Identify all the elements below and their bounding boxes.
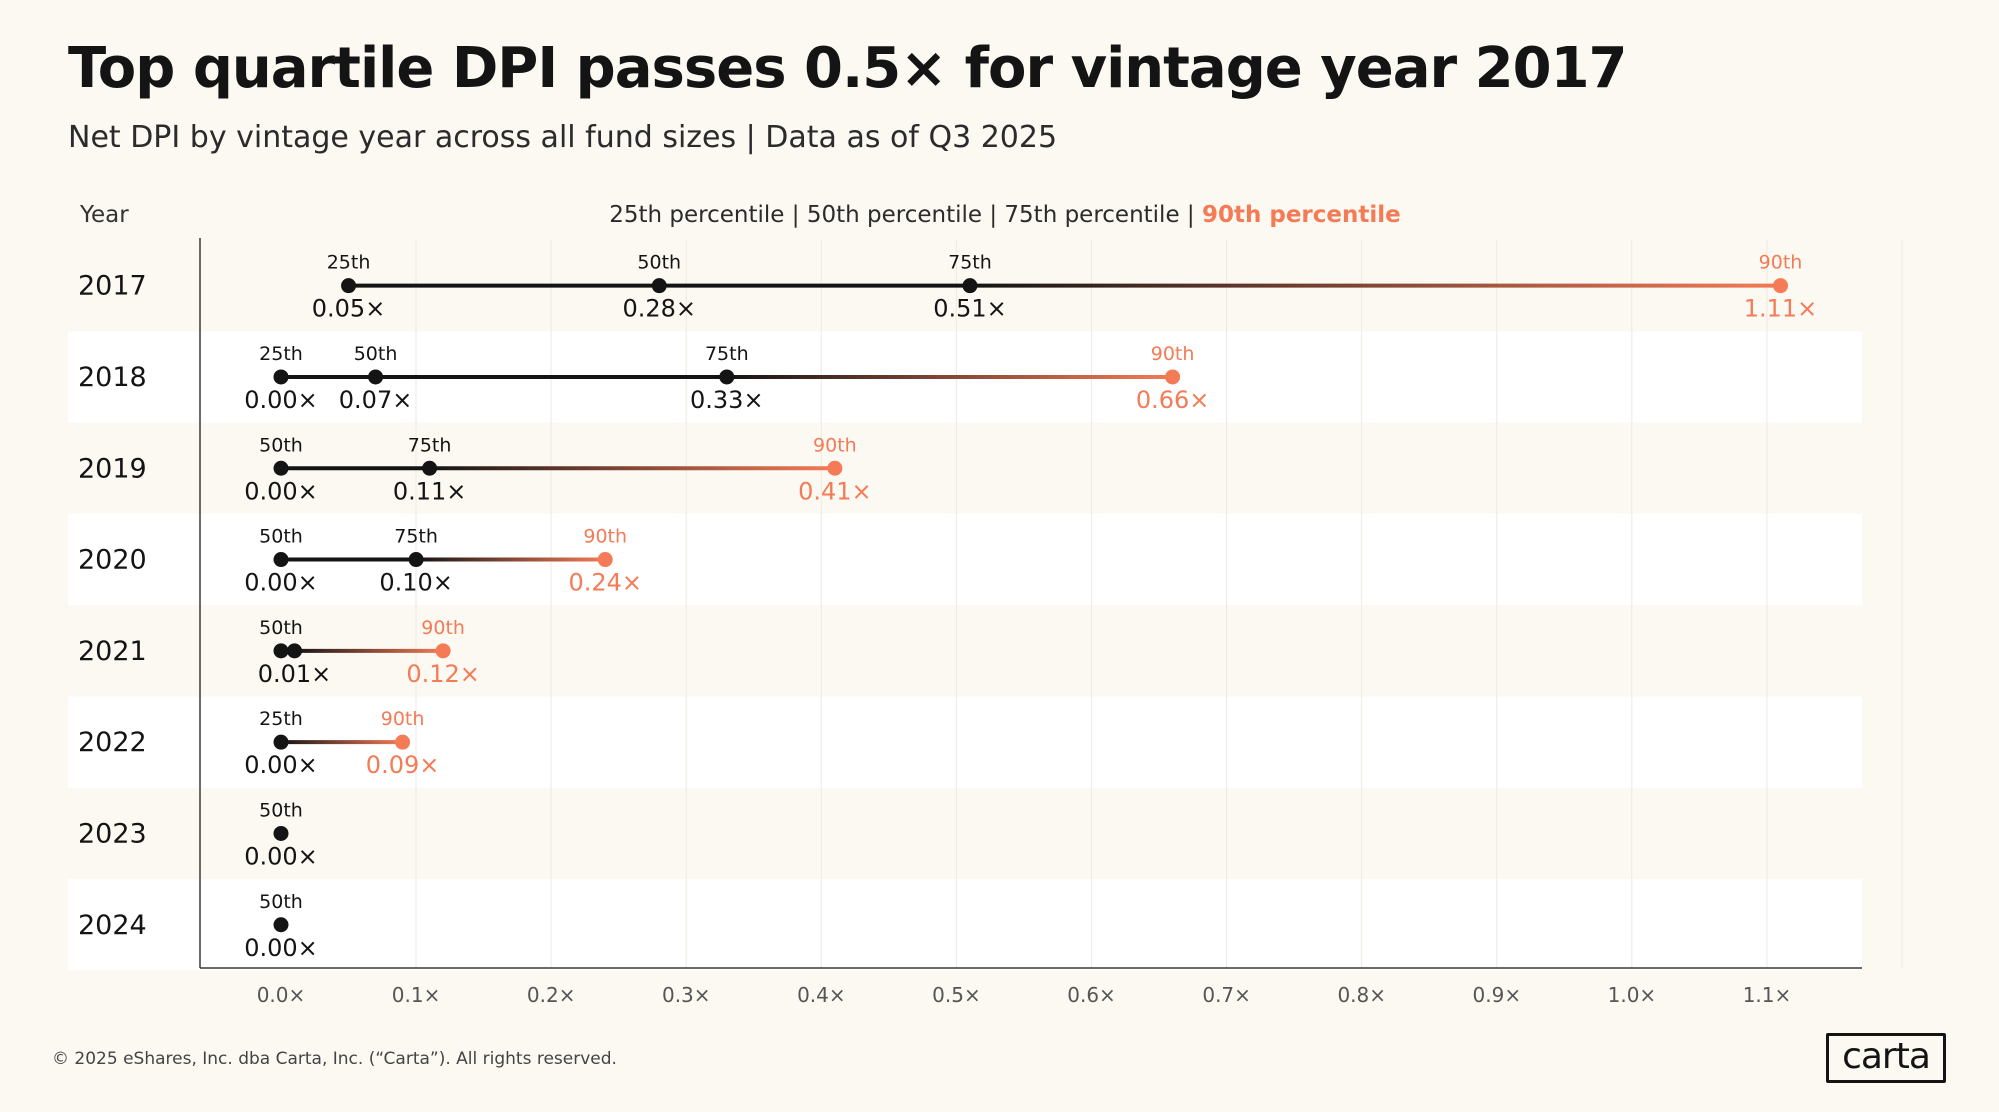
dot-2018-25th <box>273 369 289 385</box>
legend-item: 50th percentile <box>807 202 982 228</box>
percentile-label: 50th <box>259 434 303 456</box>
percentile-label: 75th <box>948 252 992 274</box>
value-label: 0.01× <box>258 660 332 688</box>
dot-2021-50th <box>273 643 289 659</box>
value-label: 0.12× <box>406 660 480 688</box>
dot-2021-0.01× <box>287 643 303 659</box>
value-label: 0.05× <box>312 295 386 323</box>
copyright-notice: © 2025 eShares, Inc. dba Carta, Inc. (“C… <box>52 1049 617 1069</box>
legend-item: 90th percentile <box>1202 202 1401 228</box>
x-tick-label: 0.6× <box>1067 983 1116 1007</box>
value-label: 0.00× <box>244 386 318 414</box>
dot-2023-50th <box>273 825 289 841</box>
dot-2017-75th <box>962 278 978 294</box>
value-label: 0.00× <box>244 934 318 962</box>
percentile-label: 75th <box>705 343 749 365</box>
dot-2019-75th <box>422 460 438 476</box>
dot-2021-90th <box>435 643 451 659</box>
percentile-label: 90th <box>421 617 465 639</box>
x-tick-label: 1.0× <box>1608 983 1657 1007</box>
year-label-2020: 2020 <box>78 545 147 576</box>
value-label: 0.41× <box>798 477 872 505</box>
legend-item: 25th percentile <box>609 202 784 228</box>
row-band-2024 <box>68 879 1862 971</box>
dot-2024-50th <box>273 917 289 933</box>
dot-2017-50th <box>651 278 667 294</box>
legend-separator: | <box>784 202 806 228</box>
y-axis-label: Year <box>79 202 129 228</box>
legend-separator: | <box>982 202 1004 228</box>
legend: 25th percentile | 50th percentile | 75th… <box>609 202 1401 228</box>
percentile-label: 90th <box>1151 343 1195 365</box>
value-label: 0.28× <box>622 295 696 323</box>
year-label-2022: 2022 <box>78 727 147 758</box>
chart-subtitle: Net DPI by vintage year across all fund … <box>68 120 1058 155</box>
carta-logo: carta <box>1826 1033 1946 1083</box>
year-label-2023: 2023 <box>78 818 147 849</box>
percentile-label: 90th <box>813 434 857 456</box>
percentile-label: 25th <box>327 252 371 274</box>
x-tick-label: 0.7× <box>1202 983 1251 1007</box>
percentile-label: 50th <box>259 526 303 548</box>
value-label: 0.33× <box>690 386 764 414</box>
value-label: 0.09× <box>366 751 440 779</box>
chart-title: Top quartile DPI passes 0.5× for vintage… <box>68 36 1628 101</box>
dot-2020-90th <box>597 552 613 568</box>
legend-separator: | <box>1180 202 1202 228</box>
dot-2017-90th <box>1773 278 1789 294</box>
dot-2022-90th <box>395 734 411 750</box>
percentile-label: 50th <box>354 343 398 365</box>
dot-2018-50th <box>368 369 384 385</box>
value-label: 0.00× <box>244 842 318 870</box>
percentile-label: 25th <box>259 343 303 365</box>
year-label-2017: 2017 <box>78 271 147 302</box>
value-label: 0.00× <box>244 477 318 505</box>
dot-2022-25th <box>273 734 289 750</box>
dot-2020-50th <box>273 552 289 568</box>
dot-2017-25th <box>341 278 357 294</box>
percentile-label: 50th <box>637 252 681 274</box>
x-tick-label: 0.8× <box>1337 983 1386 1007</box>
percentile-label: 90th <box>583 526 627 548</box>
value-label: 0.00× <box>244 569 318 597</box>
x-tick-label: 0.5× <box>932 983 981 1007</box>
value-label: 0.10× <box>379 569 453 597</box>
value-label: 0.66× <box>1136 386 1210 414</box>
year-label-2024: 2024 <box>78 910 147 941</box>
value-label: 0.24× <box>568 569 642 597</box>
value-label: 0.11× <box>393 477 467 505</box>
percentile-label: 50th <box>259 617 303 639</box>
x-tick-label: 0.9× <box>1473 983 1522 1007</box>
value-label: 0.07× <box>339 386 413 414</box>
percentile-label: 50th <box>259 799 303 821</box>
dot-2020-75th <box>408 552 424 568</box>
dot-2019-90th <box>827 460 843 476</box>
x-tick-label: 0.3× <box>662 983 711 1007</box>
x-tick-label: 1.1× <box>1743 983 1792 1007</box>
percentile-label: 50th <box>259 891 303 913</box>
legend-item: 75th percentile <box>1004 202 1179 228</box>
percentile-label: 75th <box>408 434 452 456</box>
dot-2018-90th <box>1165 369 1181 385</box>
percentile-label: 90th <box>381 708 425 730</box>
percentile-label: 75th <box>394 526 438 548</box>
year-label-2021: 2021 <box>78 636 147 667</box>
dot-2018-75th <box>719 369 735 385</box>
value-label: 0.00× <box>244 751 318 779</box>
dot-2019-50th <box>273 460 289 476</box>
value-label: 0.51× <box>933 295 1007 323</box>
x-tick-label: 0.4× <box>797 983 846 1007</box>
year-label-2018: 2018 <box>78 362 147 393</box>
x-tick-label: 0.2× <box>527 983 576 1007</box>
percentile-label: 25th <box>259 708 303 730</box>
value-label: 1.11× <box>1744 295 1818 323</box>
year-label-2019: 2019 <box>78 453 147 484</box>
x-tick-label: 0.1× <box>392 983 441 1007</box>
x-tick-label: 0.0× <box>257 983 306 1007</box>
percentile-label: 90th <box>1759 252 1803 274</box>
